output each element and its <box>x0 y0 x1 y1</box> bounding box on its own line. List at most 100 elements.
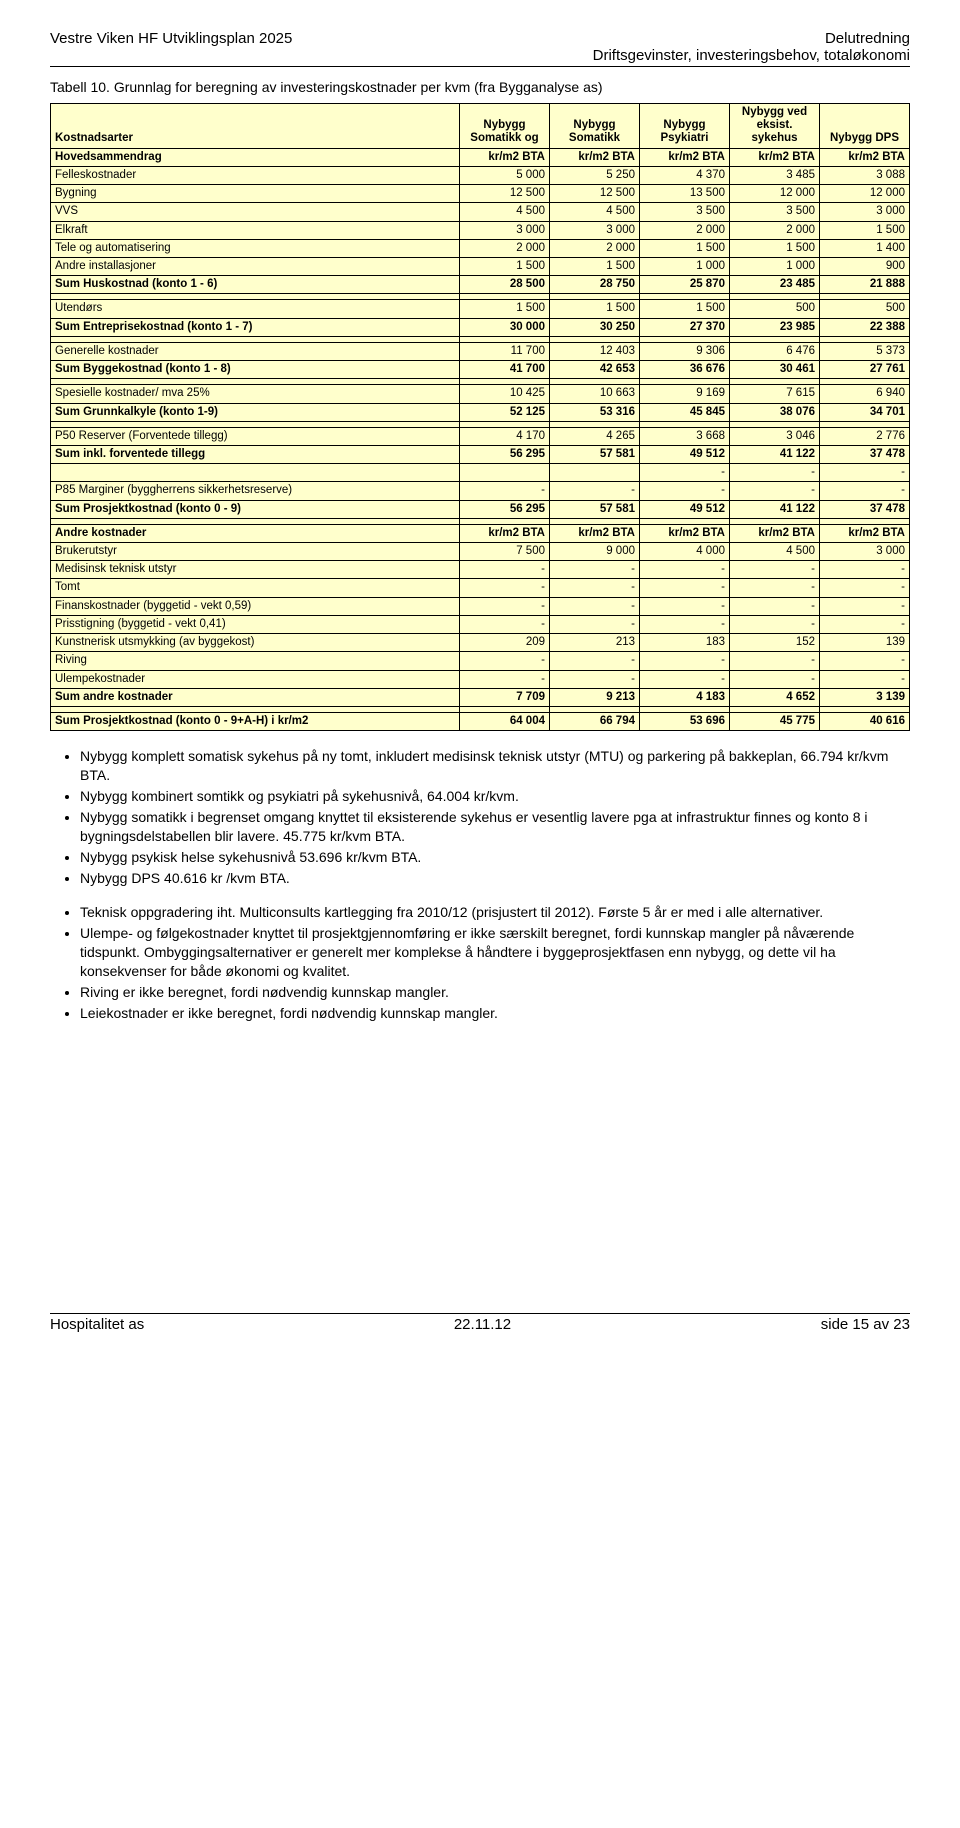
column-header: Nybygg Somatikk <box>550 104 640 149</box>
table-cell: 5 373 <box>820 342 910 360</box>
table-cell: 53 696 <box>640 713 730 731</box>
table-cell: 7 500 <box>460 543 550 561</box>
list-item: Leiekostnader er ikke beregnet, fordi nø… <box>80 1004 910 1023</box>
table-cell: 9 213 <box>550 688 640 706</box>
table-cell: 27 761 <box>820 361 910 379</box>
row-label: Hovedsammendrag <box>51 148 460 166</box>
list-item: Nybygg DPS 40.616 kr /kvm BTA. <box>80 869 910 888</box>
table-cell <box>550 464 640 482</box>
table-row: Prisstigning (byggetid - vekt 0,41)----- <box>51 615 910 633</box>
table-cell: kr/m2 BTA <box>730 524 820 542</box>
table-row: P50 Reserver (Forventede tillegg)4 1704 … <box>51 427 910 445</box>
header-right: Delutredning Driftsgevinster, investerin… <box>593 30 910 64</box>
table-cell: - <box>460 670 550 688</box>
table-cell: 66 794 <box>550 713 640 731</box>
table-cell: 36 676 <box>640 361 730 379</box>
table-cell: - <box>460 615 550 633</box>
row-label: Felleskostnader <box>51 166 460 184</box>
row-label: P85 Marginer (byggherrens sikkerhetsrese… <box>51 482 460 500</box>
table-cell: 12 000 <box>730 185 820 203</box>
table-row: Brukerutstyr7 5009 0004 0004 5003 000 <box>51 543 910 561</box>
table-cell: 42 653 <box>550 361 640 379</box>
table-cell: - <box>730 597 820 615</box>
row-label: Sum inkl. forventede tillegg <box>51 445 460 463</box>
row-label: Generelle kostnader <box>51 342 460 360</box>
table-cell: 3 668 <box>640 427 730 445</box>
table-cell: - <box>820 561 910 579</box>
table-cell: 41 122 <box>730 500 820 518</box>
table-cell: 2 000 <box>730 221 820 239</box>
table-row: Sum Entreprisekostnad (konto 1 - 7)30 00… <box>51 318 910 336</box>
table-cell: 3 000 <box>550 221 640 239</box>
table-cell: 2 776 <box>820 427 910 445</box>
table-cell: 4 500 <box>460 203 550 221</box>
table-cell: 57 581 <box>550 500 640 518</box>
table-cell: 4 183 <box>640 688 730 706</box>
row-label <box>51 464 460 482</box>
row-label: Finanskostnader (byggetid - vekt 0,59) <box>51 597 460 615</box>
bullet-list-2: Teknisk oppgradering iht. Multiconsults … <box>80 903 910 1022</box>
table-cell: 7 615 <box>730 385 820 403</box>
header-right-line1: Delutredning <box>593 30 910 47</box>
table-cell: - <box>640 615 730 633</box>
table-cell: kr/m2 BTA <box>550 524 640 542</box>
footer-center: 22.11.12 <box>454 1316 511 1333</box>
table-cell: 30 250 <box>550 318 640 336</box>
table-cell: 209 <box>460 634 550 652</box>
table-row: Elkraft3 0003 0002 0002 0001 500 <box>51 221 910 239</box>
table-cell: - <box>640 482 730 500</box>
table-cell: 10 663 <box>550 385 640 403</box>
table-cell: 3 000 <box>820 203 910 221</box>
table-cell: 3 000 <box>460 221 550 239</box>
table-cell: 22 388 <box>820 318 910 336</box>
table-cell: 13 500 <box>640 185 730 203</box>
table-cell: 56 295 <box>460 445 550 463</box>
table-row: Sum inkl. forventede tillegg56 29557 581… <box>51 445 910 463</box>
table-cell: 1 500 <box>640 300 730 318</box>
table-row: Felleskostnader5 0005 2504 3703 4853 088 <box>51 166 910 184</box>
table-cell: 23 485 <box>730 276 820 294</box>
table-cell: 37 478 <box>820 445 910 463</box>
table-cell: 45 845 <box>640 403 730 421</box>
table-cell: 10 425 <box>460 385 550 403</box>
table-cell: - <box>640 670 730 688</box>
table-cell: 183 <box>640 634 730 652</box>
row-label: Prisstigning (byggetid - vekt 0,41) <box>51 615 460 633</box>
table-cell: 4 000 <box>640 543 730 561</box>
table-row: Sum Huskostnad (konto 1 - 6)28 50028 750… <box>51 276 910 294</box>
list-item: Nybygg kombinert somtikk og psykiatri på… <box>80 787 910 806</box>
table-cell: 3 485 <box>730 166 820 184</box>
table-cell: 21 888 <box>820 276 910 294</box>
table-row: Medisinsk teknisk utstyr----- <box>51 561 910 579</box>
table-caption: Tabell 10. Grunnlag for beregning av inv… <box>50 79 910 95</box>
table-row: Hovedsammendragkr/m2 BTAkr/m2 BTAkr/m2 B… <box>51 148 910 166</box>
table-row: Riving----- <box>51 652 910 670</box>
table-cell: - <box>640 579 730 597</box>
row-label: Sum andre kostnader <box>51 688 460 706</box>
table-cell: 4 652 <box>730 688 820 706</box>
table-row: Kunstnerisk utsmykking (av byggekost)209… <box>51 634 910 652</box>
header-left-line1: Vestre Viken HF Utviklingsplan 2025 <box>50 30 292 47</box>
row-label: Medisinsk teknisk utstyr <box>51 561 460 579</box>
table-cell: 37 478 <box>820 500 910 518</box>
table-cell: kr/m2 BTA <box>460 524 550 542</box>
table-cell: - <box>460 597 550 615</box>
table-cell: - <box>550 482 640 500</box>
table-cell: 56 295 <box>460 500 550 518</box>
list-item: Riving er ikke beregnet, fordi nødvendig… <box>80 983 910 1002</box>
table-row: Bygning12 50012 50013 50012 00012 000 <box>51 185 910 203</box>
row-label: Brukerutstyr <box>51 543 460 561</box>
table-cell: 1 500 <box>730 239 820 257</box>
table-row: Andre kostnaderkr/m2 BTAkr/m2 BTAkr/m2 B… <box>51 524 910 542</box>
table-cell: 3 046 <box>730 427 820 445</box>
table-cell: kr/m2 BTA <box>640 148 730 166</box>
table-row: Andre installasjoner1 5001 5001 0001 000… <box>51 257 910 275</box>
table-cell: 25 870 <box>640 276 730 294</box>
table-cell: - <box>640 561 730 579</box>
row-label: Tomt <box>51 579 460 597</box>
table-cell: - <box>730 652 820 670</box>
table-cell: 52 125 <box>460 403 550 421</box>
row-label: Ulempekostnader <box>51 670 460 688</box>
table-cell: - <box>460 482 550 500</box>
table-cell: - <box>460 561 550 579</box>
